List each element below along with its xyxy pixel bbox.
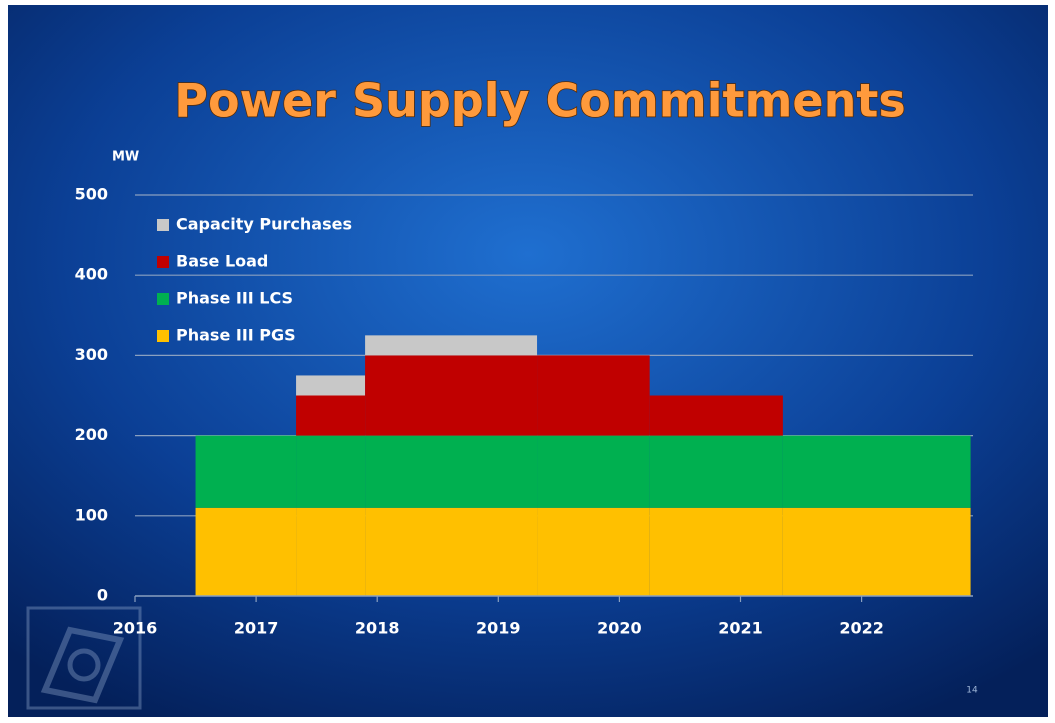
step-segment (296, 507, 366, 596)
y-tick-label: 0 (97, 586, 108, 605)
logo (26, 606, 142, 710)
y-tick-label: 100 (75, 505, 108, 524)
plot: 0 100 200 300 400 500 2016 2017 2018 2019 2020 2021… (75, 185, 973, 638)
step-segment (296, 375, 366, 396)
y-axis-label: MW (112, 150, 139, 165)
chart-title: Power Supply Commitments (174, 74, 905, 128)
step-segment (649, 435, 783, 508)
legend-label: Base Load (176, 252, 268, 271)
legend-label: Capacity Purchases (176, 215, 352, 234)
step-segment (365, 355, 538, 436)
step-segment (782, 507, 971, 596)
x-tick-label: 2022 (839, 619, 884, 638)
legend-swatch (157, 293, 169, 305)
x-tick-label: 2020 (597, 619, 642, 638)
legend-label: Phase III PGS (176, 326, 296, 345)
x-tick-label: 2017 (234, 619, 279, 638)
x-tick-label: 2016 (113, 619, 158, 638)
page-number: 14 (966, 686, 978, 696)
step-segment (296, 395, 366, 436)
step-segment (649, 507, 783, 596)
y-tick-label: 400 (75, 265, 108, 284)
x-tick-label: 2018 (355, 619, 400, 638)
step-segment (195, 435, 297, 508)
legend-swatch (157, 256, 169, 268)
y-tick-label: 200 (75, 425, 108, 444)
legend-label: Phase III LCS (176, 289, 293, 308)
step-segment (537, 435, 650, 508)
step-segment (365, 335, 538, 356)
step-segment (537, 355, 650, 436)
step-segment (537, 507, 650, 596)
step-segment (296, 435, 366, 508)
step-segment (782, 435, 971, 508)
x-tick-label: 2021 (718, 619, 763, 638)
y-tick-label: 300 (75, 345, 108, 364)
step-segment (649, 395, 783, 436)
legend-swatch (157, 219, 169, 231)
legend-swatch (157, 330, 169, 342)
step-segment (365, 507, 538, 596)
x-tick-label: 2019 (476, 619, 521, 638)
y-tick-label: 500 (75, 185, 108, 204)
step-segment (365, 435, 538, 508)
step-segment (195, 507, 297, 596)
